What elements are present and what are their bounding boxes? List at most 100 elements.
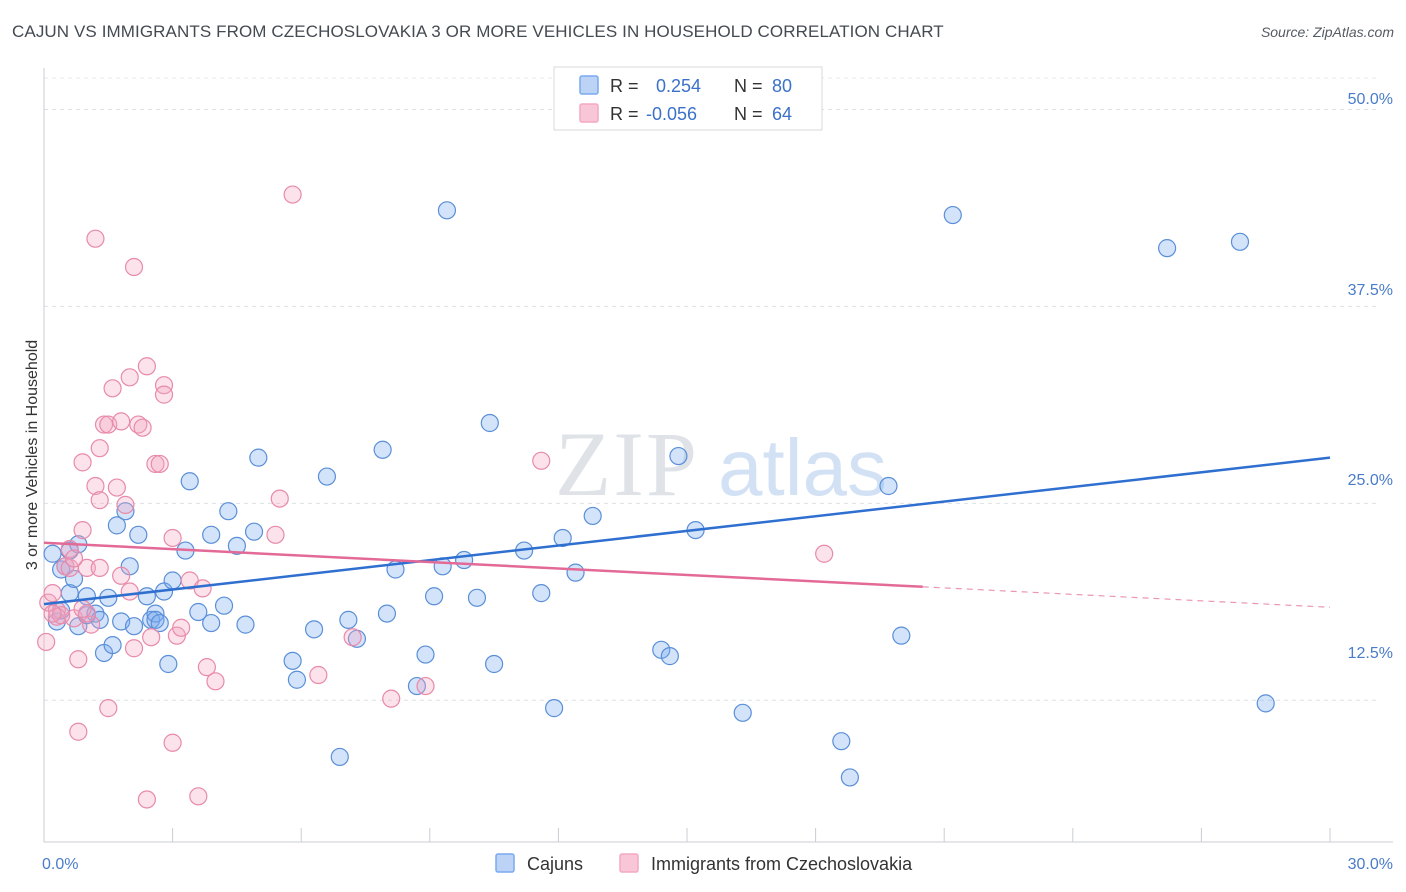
cajuns-point bbox=[416, 645, 435, 664]
czech-point bbox=[112, 566, 131, 585]
cajuns-point bbox=[219, 502, 238, 521]
czech-point bbox=[343, 628, 362, 647]
cajuns-point bbox=[424, 587, 444, 606]
legend-n-czech: 64 bbox=[772, 104, 792, 124]
czech-point bbox=[116, 495, 135, 514]
legend-n-label: N = bbox=[734, 76, 763, 96]
czech-point bbox=[43, 584, 62, 603]
y-tick-label: 37.5% bbox=[1348, 282, 1393, 299]
czech-point bbox=[206, 672, 225, 691]
czech-point bbox=[154, 385, 174, 404]
czech-point bbox=[163, 528, 182, 548]
czech-point bbox=[193, 579, 212, 598]
cajuns-point bbox=[467, 588, 487, 607]
series-legend: Cajuns Immigrants from Czechoslovakia bbox=[495, 853, 913, 874]
czech-point bbox=[43, 604, 62, 623]
czech-point bbox=[146, 454, 165, 474]
cajuns-point bbox=[377, 604, 397, 623]
cajuns-point bbox=[317, 467, 337, 486]
cajuns-point bbox=[1256, 694, 1275, 713]
czech-point bbox=[112, 412, 131, 431]
cajuns-point bbox=[943, 205, 962, 225]
y-axis-label: 3 or more Vehicles in Household bbox=[24, 340, 41, 570]
czech-point bbox=[172, 618, 191, 637]
y-tick-label: 50.0% bbox=[1348, 91, 1393, 108]
cajuns-trend-line bbox=[43, 456, 1331, 606]
legend-r-cajuns: 0.254 bbox=[656, 76, 701, 96]
czech-point bbox=[124, 257, 144, 277]
cajuns-point bbox=[103, 635, 122, 655]
bottom-legend-cajuns: Cajuns bbox=[527, 854, 583, 874]
cajuns-point bbox=[43, 544, 62, 563]
cajuns-point bbox=[150, 613, 169, 633]
czech-point bbox=[266, 525, 285, 544]
cajuns-point bbox=[107, 516, 126, 535]
czech-point bbox=[270, 489, 289, 508]
czech-point bbox=[73, 453, 92, 472]
czech-point bbox=[120, 368, 139, 387]
cajuns-point bbox=[832, 732, 851, 751]
czech-point bbox=[532, 451, 551, 470]
cajuns-point bbox=[129, 525, 148, 544]
bottom-legend-czech: Immigrants from Czechoslovakia bbox=[651, 854, 913, 874]
czech-trend-extension bbox=[922, 586, 1331, 608]
cajuns-point bbox=[227, 536, 246, 555]
czech-point bbox=[64, 549, 84, 568]
czech-point bbox=[69, 650, 88, 669]
cajuns-point bbox=[244, 522, 264, 541]
czech-trend-line bbox=[43, 541, 923, 589]
cajuns-point bbox=[189, 602, 208, 622]
cajuns-point bbox=[532, 584, 551, 603]
cajuns-point bbox=[373, 440, 392, 459]
czech-point bbox=[815, 544, 834, 563]
czech-point bbox=[73, 520, 92, 540]
czech-point bbox=[90, 558, 109, 578]
czech-point bbox=[77, 558, 96, 578]
czech-point bbox=[283, 185, 302, 204]
czech-point bbox=[189, 787, 208, 806]
axes bbox=[43, 68, 1393, 843]
cajuns-point bbox=[202, 525, 221, 544]
czech-point bbox=[37, 632, 56, 652]
cajuns-point bbox=[214, 596, 234, 615]
x-tick-label-min: 0.0% bbox=[42, 856, 78, 873]
y-tick-label: 25.0% bbox=[1348, 472, 1393, 489]
correlation-legend: R = 0.254 N = 80 R = -0.056 N = 64 bbox=[553, 66, 823, 131]
cajuns-point bbox=[840, 768, 859, 787]
czech-point bbox=[197, 658, 216, 677]
cajuns-point bbox=[236, 615, 255, 634]
chart-title: CAJUN VS IMMIGRANTS FROM CZECHOSLOVAKIA … bbox=[12, 22, 944, 41]
cajuns-point bbox=[137, 587, 156, 606]
cajuns-point bbox=[545, 699, 564, 718]
watermark-zip: ZIP bbox=[555, 413, 699, 515]
cajuns-point bbox=[669, 446, 688, 466]
cajuns-point bbox=[180, 472, 199, 491]
legend-r-czech: -0.056 bbox=[646, 104, 697, 124]
cajuns-point bbox=[146, 604, 165, 623]
y-tick-label: 12.5% bbox=[1348, 645, 1393, 662]
watermark-atlas: atlas bbox=[718, 423, 887, 512]
czech-point bbox=[90, 439, 109, 458]
czech-point bbox=[94, 415, 114, 434]
bottom-legend-swatch-czech bbox=[619, 853, 639, 873]
czech-point bbox=[137, 357, 156, 376]
cajuns-point bbox=[480, 413, 499, 433]
cajuns-point bbox=[437, 201, 457, 220]
czech-point bbox=[107, 478, 126, 497]
cajuns-point bbox=[1158, 239, 1177, 258]
cajuns-point bbox=[485, 654, 504, 674]
czech-point bbox=[120, 582, 139, 601]
czech-point bbox=[382, 689, 401, 708]
cajuns-point bbox=[64, 569, 84, 589]
cajuns-point bbox=[454, 550, 474, 570]
legend-swatch-cajuns bbox=[579, 75, 599, 95]
cajuns-point bbox=[159, 654, 178, 674]
cajuns-point bbox=[660, 647, 679, 666]
trend-lines bbox=[43, 456, 1331, 608]
czech-point bbox=[99, 699, 118, 718]
czech-point bbox=[154, 376, 174, 395]
czech-point bbox=[86, 229, 105, 248]
legend-swatch-czech bbox=[579, 103, 599, 123]
cajuns-point bbox=[892, 626, 911, 645]
